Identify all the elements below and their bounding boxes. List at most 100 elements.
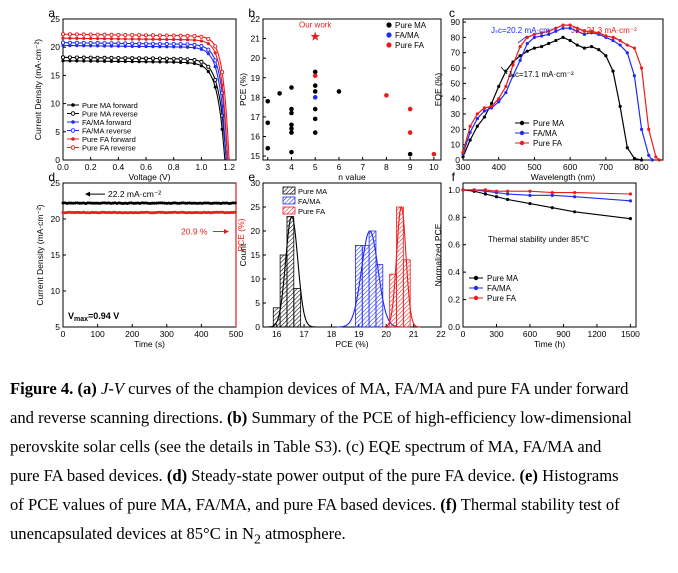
stability-marker [629,192,632,195]
stability-marker [495,190,498,193]
histogram-bar [397,207,404,327]
steady-state-point [234,201,237,204]
jv-marker [131,33,134,36]
jv-marker [89,37,92,40]
eqe-marker [483,109,486,112]
eqe-marker [640,128,643,131]
eqe-marker [633,74,636,77]
jv-marker [89,59,92,62]
jv-marker [82,56,85,59]
x-tick-label: 0.6 [140,162,152,172]
y-tick-label: 15 [251,151,261,161]
y-tick-label: 0 [55,155,60,165]
stability-marker [528,194,531,197]
x-tick-label: 21 [409,329,419,339]
x-tick-label: 3 [265,162,270,172]
scatter-point [408,107,413,112]
jv-marker [117,56,120,59]
our-work-star [311,32,321,41]
y-tick-label: 10 [51,99,61,109]
eqe-marker [497,85,500,88]
jv-marker [82,41,85,44]
stability-marker [461,188,464,191]
eqe-marker [640,66,643,69]
jv-marker [89,56,92,59]
legend-label: Pure FA [533,139,563,148]
jv-marker [207,52,210,55]
jv-marker [117,33,120,36]
stability-marker [506,192,509,195]
pce-label: 20.9 % [181,227,208,237]
jv-marker [193,58,196,61]
jv-marker [200,64,203,67]
caption-line: Figure 4. (a) J-V curves of the champion… [10,374,672,403]
jsc-label-fa: Jₛᴄ=21.3 mA·cm⁻² [571,26,637,35]
jv-marker [144,42,147,45]
x-tick-label: 500 [229,329,243,339]
panel-letter: a [48,6,55,20]
jv-marker [68,37,71,40]
figure-panels: 0.0 0.2 0.4 0.6 0.8 1.0 1.20510152025aVoltage … [0,0,678,370]
legend-label: Pure MA [487,274,519,283]
x-tick-label: 1200 [587,329,606,339]
stability-marker [551,191,554,194]
jv-marker [165,34,168,37]
jv-marker [61,41,64,44]
jv-marker [186,43,189,46]
eqe-marker [658,158,661,161]
y-tick-label: 15 [251,250,261,260]
jv-marker [75,33,78,36]
jv-marker [96,42,99,45]
x-tick-label: 18 [327,329,337,339]
panel-letter: c [449,6,455,20]
jsc-label-fama: Jₛᴄ=20.2 mA·cm⁻² [491,26,557,35]
jv-marker [165,42,168,45]
jv-marker [214,59,217,62]
jv-marker [61,37,64,40]
y-tick-label: 18 [251,92,261,102]
jv-marker [89,41,92,44]
eqe-marker [569,39,572,42]
jv-marker [103,60,106,63]
eqe-marker [611,39,614,42]
jv-marker [158,34,161,37]
legend-label: FA/MA [533,129,558,138]
jv-marker [110,42,113,45]
legend-marker [520,141,524,145]
y-tick-label: 30 [451,109,461,119]
eqe-marker [476,112,479,115]
jv-marker [117,37,120,40]
x-axis-label: Time (h) [534,339,565,349]
jv-marker [221,71,224,74]
legend-marker [474,286,478,290]
x-tick-label: 0.8 [168,162,180,172]
jv-marker [144,38,147,41]
jv-marker [131,60,134,63]
jv-marker [200,45,203,48]
jv-marker [75,37,78,40]
x-tick-label: 22 [436,329,446,339]
figure-caption: Figure 4. (a) J-V curves of the champion… [10,374,672,553]
jv-marker [117,60,120,63]
jv-marker [165,60,168,63]
eqe-marker [583,47,586,50]
eqe-marker [483,115,486,118]
jv-marker [158,38,161,41]
jv-marker [186,34,189,37]
legend-marker [474,296,478,300]
panel-letter: e [248,170,255,184]
panel-letter: d [48,170,55,184]
jv-marker [75,41,78,44]
jv-marker [103,42,106,45]
y-tick-label: 20 [451,124,461,134]
eqe-marker [490,105,493,108]
scatter-point [289,130,294,135]
jv-marker [186,58,189,61]
legend-marker [71,137,75,141]
stability-marker [506,198,509,201]
jv-marker [138,60,141,63]
jv-marker [214,85,217,88]
jv-marker [172,42,175,45]
scatter-point [313,107,318,112]
jv-marker [186,38,189,41]
